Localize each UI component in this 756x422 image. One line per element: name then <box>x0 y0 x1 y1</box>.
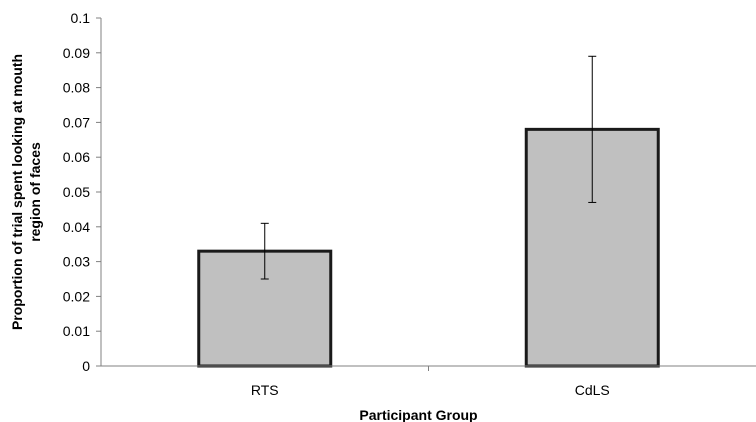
y-tick-label: 0.06 <box>63 149 90 165</box>
y-tick-label: 0.09 <box>63 45 90 61</box>
y-tick-label: 0.01 <box>63 323 90 339</box>
y-tick-label: 0.03 <box>63 254 90 270</box>
y-tick-label: 0.04 <box>63 219 90 235</box>
y-axis-ticks: 0 0.01 0.02 0.03 0.04 0.05 0.06 0.07 0.08 0.09 0.1 <box>63 10 101 374</box>
error-bars <box>260 55 597 280</box>
y-tick-label: 0.02 <box>63 288 90 304</box>
y-tick-label: 0 <box>82 358 90 374</box>
y-tick-label: 0.1 <box>71 10 91 26</box>
y-tick-label: 0.08 <box>63 80 90 96</box>
y-tick-label: 0.05 <box>63 184 90 200</box>
x-tick-label-cdls: CdLS <box>575 382 610 398</box>
x-axis-ticks: RTS CdLS <box>251 366 610 398</box>
bars <box>197 127 660 368</box>
y-axis-title-line-1: Proportion of trial spent looking at mou… <box>9 54 25 330</box>
y-axis-title-line-2: region of faces <box>27 142 43 242</box>
x-axis-title: Participant Group <box>359 407 477 422</box>
y-tick-label: 0.07 <box>63 114 90 130</box>
x-tick-label-rts: RTS <box>251 382 279 398</box>
